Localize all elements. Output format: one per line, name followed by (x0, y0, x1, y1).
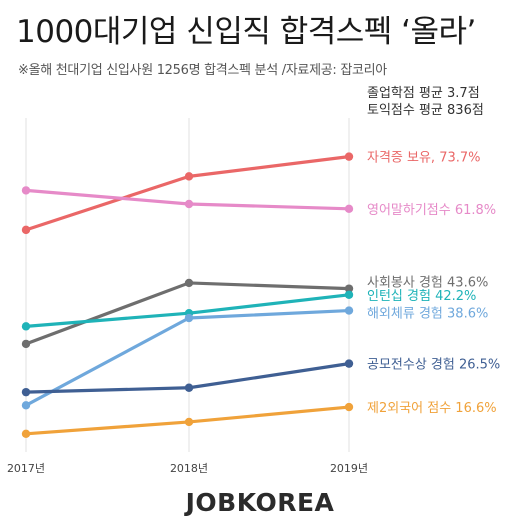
data-point (344, 306, 354, 315)
brand-logo: JOBKOREA (185, 488, 335, 517)
data-point (344, 359, 354, 368)
spec-note: 졸업학점 평균 3.7점 (367, 86, 480, 101)
data-point (184, 313, 194, 323)
series-end-label: 영어말하기점수 61.8% (367, 203, 496, 218)
x-tick-label: 2018년 (170, 462, 208, 475)
series-end-label: 해외체류 경험 38.6% (367, 307, 488, 322)
data-point (184, 172, 194, 181)
data-point (21, 401, 31, 410)
data-point (21, 339, 31, 349)
x-tick-label: 2017년 (7, 462, 45, 475)
data-point (21, 225, 31, 235)
data-point (344, 402, 354, 412)
data-point (184, 417, 194, 427)
data-point (184, 278, 194, 288)
series-end-label: 사회봉사 경험 43.6% (367, 276, 488, 291)
data-point (184, 383, 194, 392)
data-point (21, 186, 31, 195)
data-point (21, 322, 31, 331)
data-point (21, 429, 31, 439)
data-point (344, 284, 354, 293)
series-end-label: 인턴십 경험 42.2% (367, 289, 476, 304)
spec-note: 토익점수 평균 836점 (367, 103, 484, 118)
chart-title: 1000대기업 신입직 합격스펙 ‘올라’ (16, 14, 476, 50)
data-point (344, 290, 354, 299)
series-end-label: 제2외국어 점수 16.6% (367, 401, 497, 416)
data-point (184, 199, 194, 209)
series-end-label: 공모전수상 경험 26.5% (367, 358, 500, 373)
data-point (344, 204, 354, 214)
series-end-label: 자격증 보유, 73.7% (367, 151, 481, 166)
data-point (344, 152, 354, 161)
data-point (21, 387, 31, 397)
chart-subtitle: ※올해 천대기업 신입사원 1256명 합격스펙 분석 /자료제공: 잡코리아 (18, 63, 387, 78)
x-tick-label: 2019년 (330, 462, 368, 475)
